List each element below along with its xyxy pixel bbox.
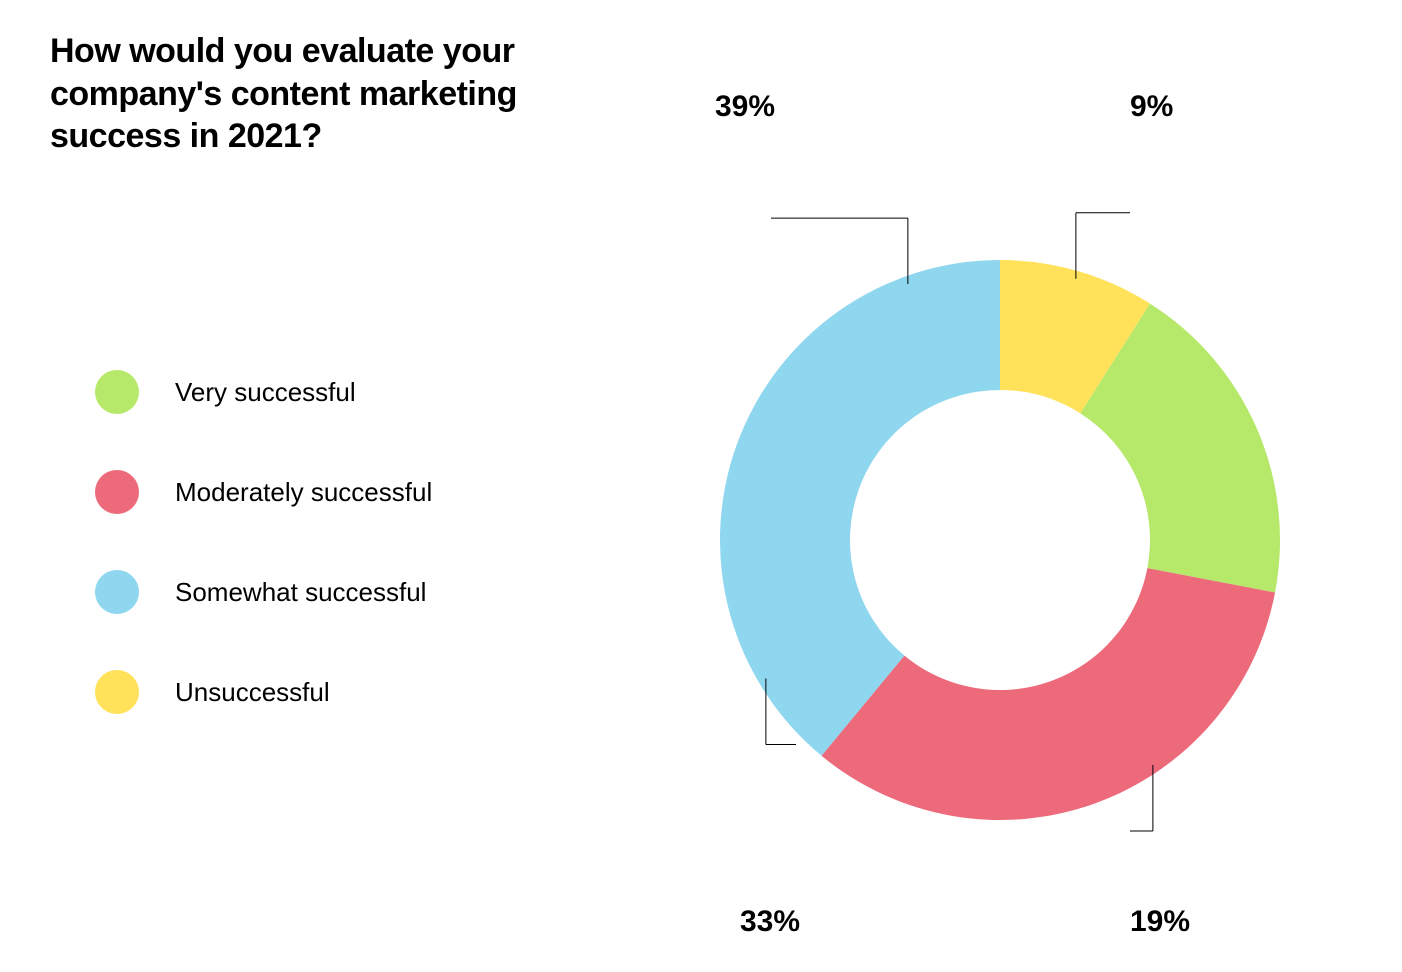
pct-label-somewhat: 39% <box>715 90 775 124</box>
legend-swatch-unsuccessful <box>95 670 139 714</box>
donut-svg <box>640 180 1360 900</box>
chart-title: How would you evaluate your company's co… <box>50 30 610 158</box>
legend-label-very: Very successful <box>175 377 356 408</box>
legend-item-moderately: Moderately successful <box>95 470 432 514</box>
legend-swatch-somewhat <box>95 570 139 614</box>
legend-swatch-moderately <box>95 470 139 514</box>
page-root: How would you evaluate your company's co… <box>0 0 1402 972</box>
legend-label-moderately: Moderately successful <box>175 477 432 508</box>
donut-chart: 9% 19% 33% 39% <box>640 60 1380 960</box>
donut-slice-moderately <box>822 568 1276 820</box>
pct-label-moderately: 33% <box>740 905 800 939</box>
legend-item-unsuccessful: Unsuccessful <box>95 670 432 714</box>
legend-item-somewhat: Somewhat successful <box>95 570 432 614</box>
pct-label-unsuccessful: 9% <box>1130 90 1173 124</box>
legend-item-very: Very successful <box>95 370 432 414</box>
pct-label-very: 19% <box>1130 905 1190 939</box>
donut-slice-somewhat <box>720 260 1000 756</box>
legend: Very successful Moderately successful So… <box>95 370 432 770</box>
legend-label-unsuccessful: Unsuccessful <box>175 677 330 708</box>
legend-swatch-very <box>95 370 139 414</box>
legend-label-somewhat: Somewhat successful <box>175 577 426 608</box>
